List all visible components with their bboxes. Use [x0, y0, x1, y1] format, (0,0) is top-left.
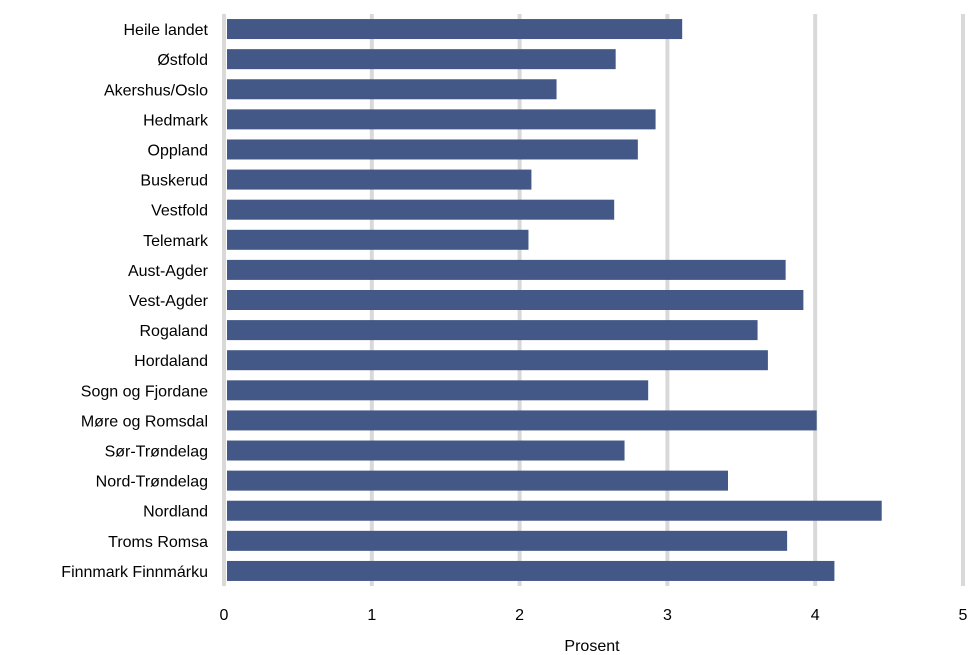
category-labels: Heile landet Østfold Akershus/Oslo Hedmark O… — [61, 22, 209, 581]
bar — [227, 560, 835, 581]
category-label: Hordaland — [134, 353, 208, 370]
bar — [227, 139, 638, 160]
category-label: Finnmark Finnmárku — [61, 564, 208, 581]
bar — [227, 410, 817, 431]
bar — [227, 380, 649, 401]
bar — [227, 109, 656, 130]
bar — [227, 259, 786, 280]
x-axis-title: Prosent — [564, 638, 620, 655]
category-label: Oppland — [148, 142, 209, 159]
category-label: Hedmark — [143, 112, 209, 129]
x-tick-label: 3 — [663, 607, 672, 624]
bar — [227, 440, 625, 461]
bars — [227, 19, 882, 581]
category-label: Akershus/Oslo — [104, 82, 208, 99]
category-label: Vest-Agder — [129, 293, 209, 310]
bar — [227, 320, 758, 341]
bar — [227, 530, 788, 551]
bar — [227, 350, 768, 371]
category-label: Rogaland — [140, 323, 209, 340]
x-tick-label: 2 — [515, 607, 524, 624]
x-tick-label: 0 — [220, 607, 229, 624]
category-label: Møre og Romsdal — [81, 413, 208, 430]
bar — [227, 290, 804, 310]
category-label: Aust-Agder — [128, 263, 209, 280]
category-label: Nord-Trøndelag — [96, 474, 208, 491]
bar — [227, 79, 557, 100]
bar — [227, 19, 683, 40]
x-tick-label: 4 — [811, 607, 820, 624]
x-tick-label: 5 — [959, 607, 968, 624]
bar — [227, 500, 882, 521]
category-label: Sør-Trøndelag — [105, 444, 208, 461]
x-tick-label: 1 — [367, 607, 376, 624]
category-label: Heile landet — [124, 22, 209, 39]
category-label: Sogn og Fjordane — [81, 383, 208, 400]
x-tick-labels: 0 1 2 3 4 5 — [220, 607, 968, 624]
category-label: Troms Romsa — [108, 534, 208, 551]
bar — [227, 169, 532, 190]
category-label: Østfold — [157, 52, 208, 69]
category-label: Buskerud — [140, 173, 208, 190]
bar — [227, 199, 615, 220]
category-label: Nordland — [143, 504, 208, 521]
bar — [227, 49, 616, 70]
category-label: Telemark — [143, 233, 209, 250]
category-label: Vestfold — [151, 203, 208, 220]
bar — [227, 470, 728, 491]
bar — [227, 229, 529, 250]
